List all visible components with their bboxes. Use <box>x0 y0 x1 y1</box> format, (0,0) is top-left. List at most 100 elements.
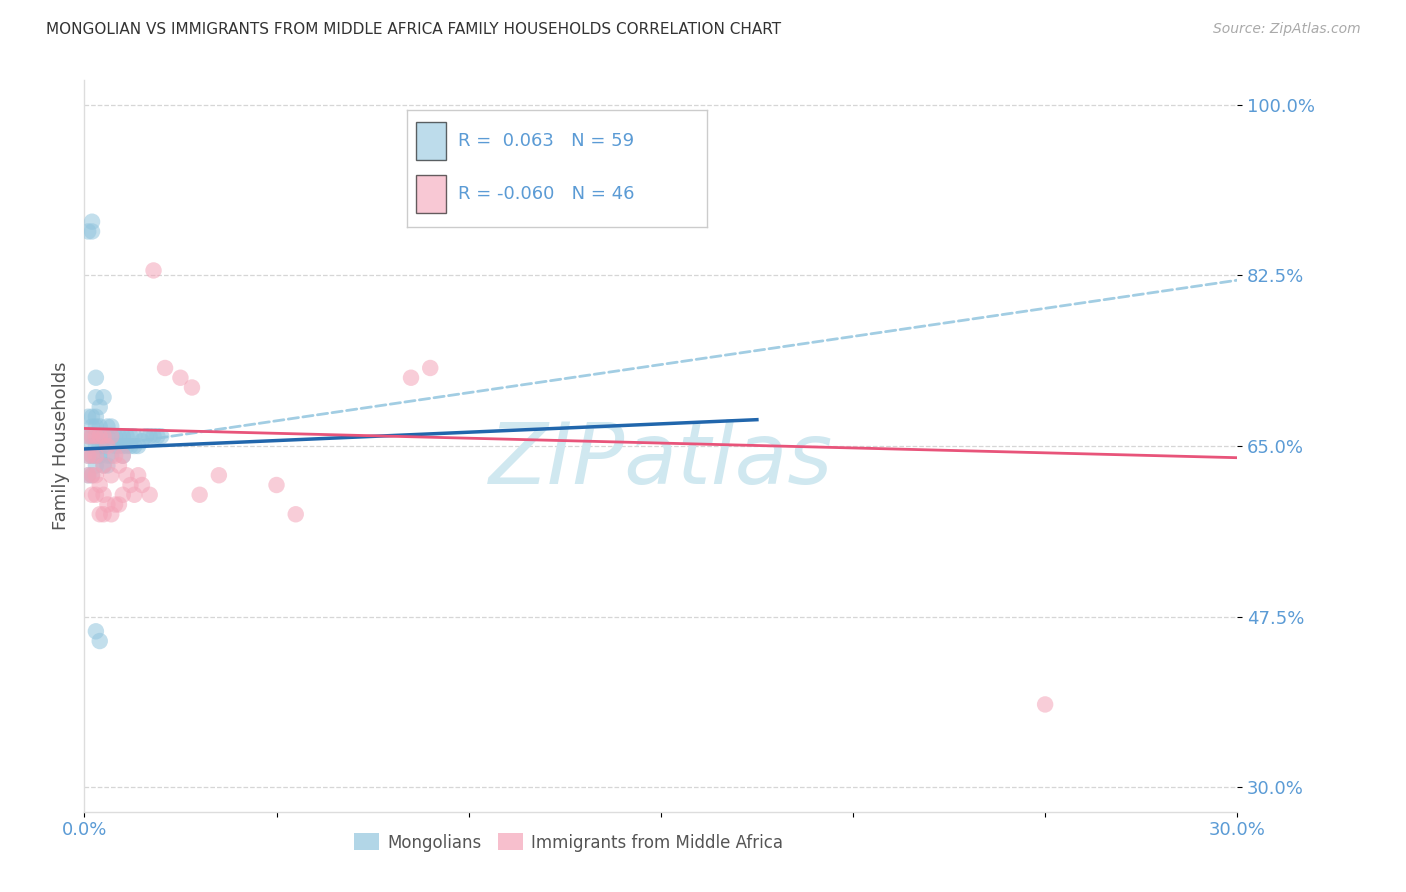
Point <box>124 439 146 453</box>
Point <box>127 468 149 483</box>
Point <box>80 409 103 424</box>
Point <box>100 468 122 483</box>
Point <box>1033 698 1056 712</box>
Point <box>115 429 138 443</box>
Point <box>124 429 146 443</box>
Point <box>104 498 127 512</box>
Point <box>84 449 107 463</box>
Point <box>80 449 103 463</box>
Point <box>80 429 103 443</box>
Point <box>80 419 103 434</box>
Point <box>89 400 111 414</box>
Point <box>131 434 153 449</box>
Point <box>104 429 127 443</box>
Point <box>146 429 169 443</box>
Point <box>284 508 307 522</box>
Point <box>266 478 288 492</box>
Point <box>93 508 115 522</box>
Point <box>77 224 100 238</box>
Point <box>84 449 107 463</box>
Point <box>111 449 134 463</box>
Point <box>100 508 122 522</box>
Point <box>89 429 111 443</box>
Point <box>80 215 103 229</box>
Point <box>84 624 107 639</box>
Point <box>80 488 103 502</box>
Point <box>93 429 115 443</box>
Point <box>89 634 111 648</box>
Point <box>89 439 111 453</box>
Point <box>124 488 146 502</box>
Legend: Mongolians, Immigrants from Middle Africa: Mongolians, Immigrants from Middle Afric… <box>347 827 790 858</box>
Point <box>93 488 115 502</box>
Point <box>89 449 111 463</box>
Point <box>100 429 122 443</box>
Point <box>77 449 100 463</box>
Point <box>84 488 107 502</box>
Point <box>104 439 127 453</box>
Point <box>188 488 211 502</box>
Point <box>89 478 111 492</box>
Point <box>100 419 122 434</box>
Point <box>104 449 127 463</box>
Point <box>120 429 142 443</box>
Point <box>80 468 103 483</box>
Text: Source: ZipAtlas.com: Source: ZipAtlas.com <box>1213 22 1361 37</box>
Point <box>80 224 103 238</box>
Point <box>80 449 103 463</box>
Point <box>120 478 142 492</box>
Point <box>89 429 111 443</box>
Point <box>96 429 118 443</box>
Point <box>84 409 107 424</box>
Point <box>142 429 165 443</box>
Point <box>89 419 111 434</box>
Point <box>108 458 131 473</box>
Point <box>120 439 142 453</box>
Point <box>77 449 100 463</box>
Point <box>150 429 173 443</box>
FancyBboxPatch shape <box>416 175 446 212</box>
Point <box>208 468 231 483</box>
Point <box>77 468 100 483</box>
Point <box>131 478 153 492</box>
Point <box>135 429 157 443</box>
Point <box>115 468 138 483</box>
Point <box>80 429 103 443</box>
Point <box>93 429 115 443</box>
Point <box>96 439 118 453</box>
Point <box>96 498 118 512</box>
Point <box>93 458 115 473</box>
Point <box>96 419 118 434</box>
Point <box>108 429 131 443</box>
Text: R =  0.063   N = 59: R = 0.063 N = 59 <box>458 132 634 150</box>
Point <box>111 488 134 502</box>
Point <box>80 439 103 453</box>
Point <box>84 370 107 384</box>
Point <box>138 429 160 443</box>
Point <box>100 449 122 463</box>
Text: MONGOLIAN VS IMMIGRANTS FROM MIDDLE AFRICA FAMILY HOUSEHOLDS CORRELATION CHART: MONGOLIAN VS IMMIGRANTS FROM MIDDLE AFRI… <box>46 22 782 37</box>
Point <box>84 468 107 483</box>
Point <box>111 429 134 443</box>
Point <box>84 419 107 434</box>
Point <box>84 390 107 404</box>
Point <box>84 429 107 443</box>
Point <box>84 439 107 453</box>
Point <box>169 370 191 384</box>
Point <box>93 458 115 473</box>
Point <box>93 390 115 404</box>
Point <box>399 370 422 384</box>
Point <box>84 429 107 443</box>
Point <box>138 488 160 502</box>
Point <box>153 361 176 376</box>
Point <box>111 449 134 463</box>
Point <box>96 449 118 463</box>
Point <box>89 508 111 522</box>
Point <box>77 409 100 424</box>
Y-axis label: Family Households: Family Households <box>52 362 70 530</box>
Text: R = -0.060   N = 46: R = -0.060 N = 46 <box>458 185 634 202</box>
Point <box>100 429 122 443</box>
FancyBboxPatch shape <box>416 122 446 160</box>
Point <box>142 263 165 277</box>
Text: ZIPatlas: ZIPatlas <box>489 419 832 502</box>
